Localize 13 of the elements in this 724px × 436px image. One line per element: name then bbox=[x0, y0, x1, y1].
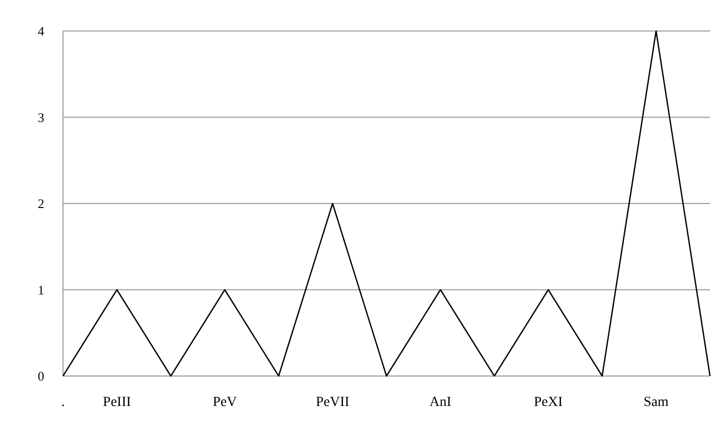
x-tick-label: PeXI bbox=[534, 395, 563, 410]
y-tick-label: 2 bbox=[38, 196, 44, 212]
y-tick-label: 3 bbox=[38, 110, 44, 125]
line-series bbox=[62, 30, 711, 377]
x-tick-label: AnI bbox=[430, 395, 452, 410]
y-tick-label: 0 bbox=[38, 368, 44, 384]
y-tick-label: 4 bbox=[38, 24, 45, 39]
x-tick-label: PeIII bbox=[102, 395, 132, 410]
x-tick-label: Sam bbox=[644, 395, 669, 410]
x-tick-label: PeVII bbox=[316, 395, 350, 410]
x-tick-label: . bbox=[61, 395, 65, 410]
x-tick-label: PeV bbox=[212, 395, 237, 410]
y-tick-label: 1 bbox=[38, 282, 44, 298]
